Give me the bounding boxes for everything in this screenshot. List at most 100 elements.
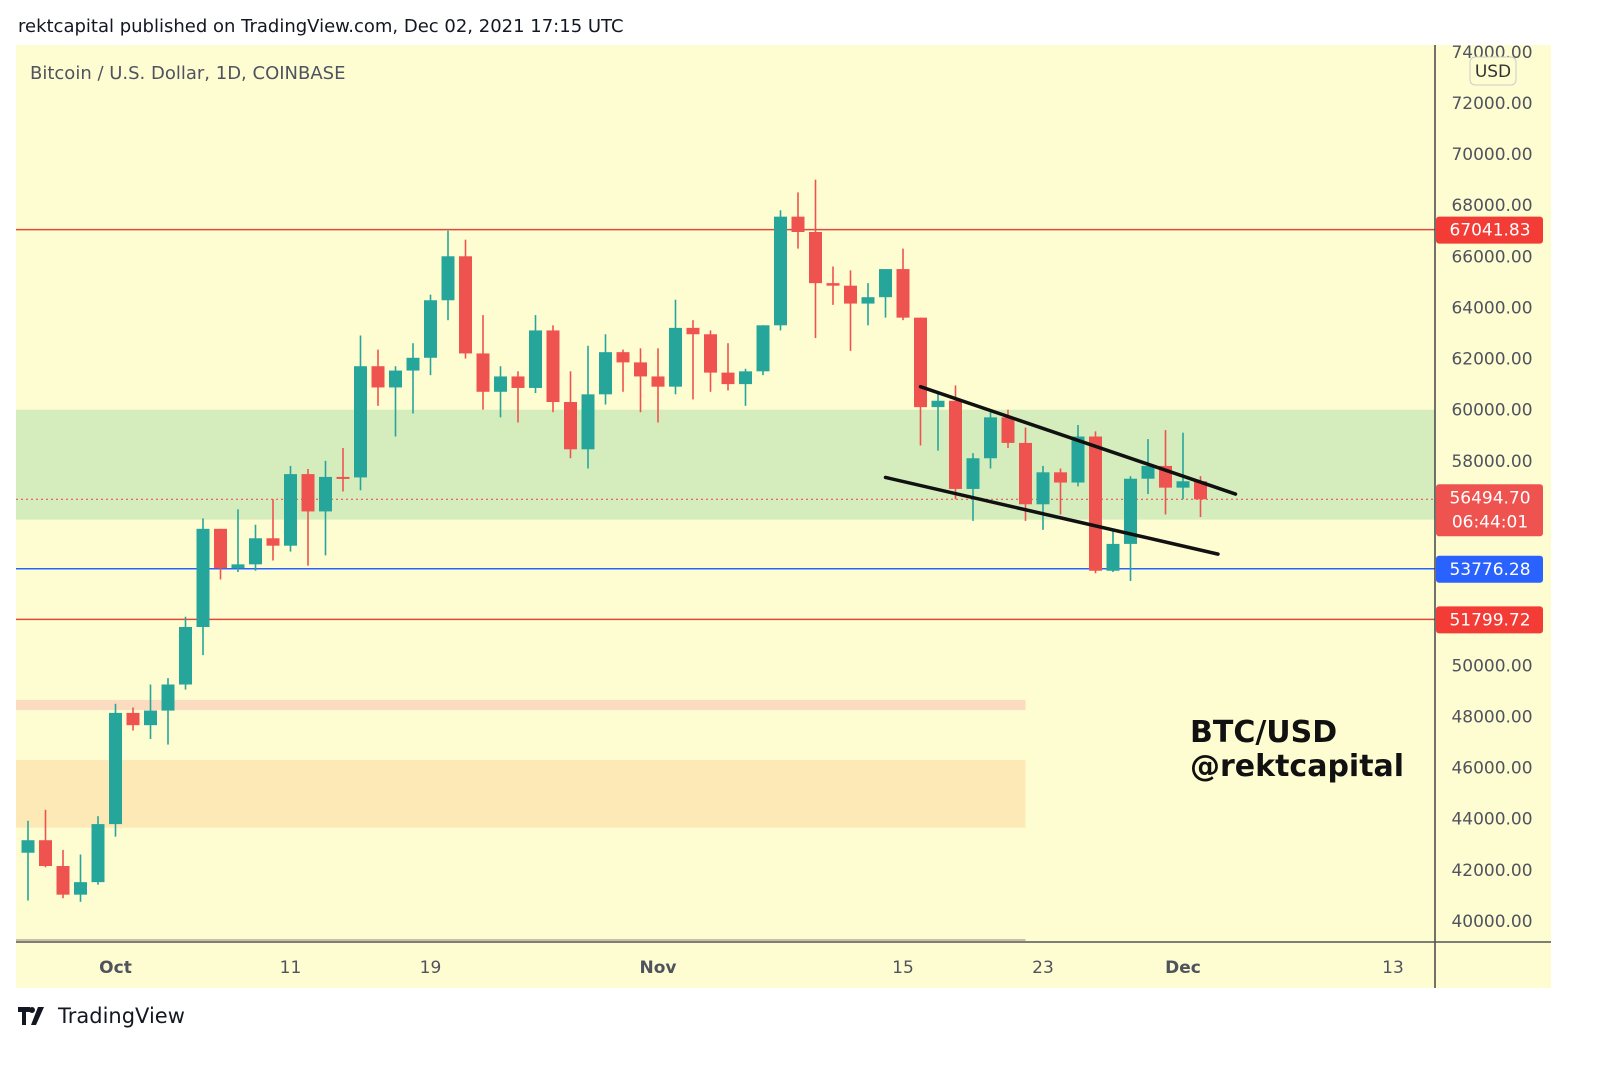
candle-body <box>179 626 192 685</box>
candle-body <box>791 216 805 232</box>
candle-body <box>494 376 507 392</box>
candle-body <box>56 866 70 895</box>
price-tick: 46000.00 <box>1451 759 1532 779</box>
candle-body <box>651 376 665 387</box>
zones <box>16 409 1435 941</box>
tradingview-logo-icon <box>18 1007 44 1025</box>
publish-header: rektcapital published on TradingView.com… <box>18 16 624 37</box>
candle-body <box>861 297 875 304</box>
price-tick: 70000.00 <box>1451 145 1532 165</box>
candle-body <box>599 352 612 395</box>
price-label-1-bg <box>1436 555 1543 583</box>
candle-body <box>1019 442 1032 505</box>
price-tick: 64000.00 <box>1451 298 1532 318</box>
price-label-1: 53776.28 <box>1449 560 1530 580</box>
candle-body <box>529 330 542 388</box>
candle-body <box>371 366 385 388</box>
candle-body <box>756 325 770 372</box>
candle-body <box>459 256 472 354</box>
price-label-0-bg <box>1436 216 1543 244</box>
candle-body <box>809 231 822 284</box>
horizontal-lines <box>16 228 1435 621</box>
candles <box>21 179 1207 902</box>
candle-body <box>249 538 262 565</box>
candle-body <box>511 376 525 388</box>
brand-name: TradingView <box>58 1004 185 1028</box>
price-tick: 48000.00 <box>1451 707 1532 727</box>
chart-title: Bitcoin / U.S. Dollar, 1D, COINBASE <box>30 63 345 84</box>
price-tick: 62000.00 <box>1451 350 1532 370</box>
candle-body <box>406 357 420 371</box>
candle-body <box>686 327 700 335</box>
trendline-1 <box>883 475 1220 556</box>
candle-body <box>74 882 87 895</box>
candle-body <box>984 417 997 459</box>
candle-body <box>266 538 280 546</box>
candle-body <box>581 394 595 450</box>
candle-body <box>196 528 210 627</box>
candle-body <box>704 334 717 373</box>
footer-brand[interactable]: TradingView <box>18 1004 185 1028</box>
candle-body <box>336 476 350 479</box>
candlestick-chart[interactable]: 74000.0072000.0070000.0068000.0066000.00… <box>0 0 1617 1000</box>
candle-body <box>1036 472 1050 505</box>
time-axis[interactable]: Oct 11 19 Nov 15 23 Dec 13 <box>99 958 1404 978</box>
candle-body <box>931 400 945 408</box>
last-price-label: 56494.70 <box>1449 488 1530 508</box>
candle-body <box>669 327 682 387</box>
candle-body <box>91 824 105 883</box>
price-tick: 44000.00 <box>1451 810 1532 830</box>
candle-body <box>634 362 647 377</box>
candle-body <box>721 372 735 385</box>
price-label-2: 51799.72 <box>1449 610 1530 630</box>
zone-2 <box>16 759 1026 828</box>
candle-body <box>879 269 892 298</box>
candle-body <box>319 476 332 512</box>
candle-body <box>1001 417 1015 443</box>
candle-body <box>844 285 857 304</box>
candle-body <box>896 269 910 318</box>
candle-body <box>476 353 490 392</box>
price-axis[interactable]: 74000.0072000.0070000.0068000.0066000.00… <box>1451 43 1532 932</box>
candle-body <box>546 330 560 403</box>
time-tick: Oct <box>99 958 132 978</box>
last-price-label: 06:44:01 <box>1452 512 1528 532</box>
candle-body <box>424 300 437 358</box>
candle-body <box>1071 436 1085 483</box>
candle-body <box>1176 481 1190 488</box>
price-label-2-bg <box>1436 606 1543 634</box>
price-tick: 40000.00 <box>1451 912 1532 932</box>
price-tick: 68000.00 <box>1451 196 1532 216</box>
candle-body <box>914 317 927 408</box>
price-tick: 50000.00 <box>1451 656 1532 676</box>
candle-body <box>161 684 175 711</box>
watermark-line-2: @rektcapital <box>1190 749 1404 784</box>
price-labels: 67041.83 53776.28 51799.72 56494.70 06:44:01 <box>1436 216 1543 634</box>
candle-body <box>126 712 140 726</box>
candle-body <box>109 712 122 825</box>
candle-body <box>1106 543 1120 571</box>
candle-body <box>301 474 315 512</box>
candle-body <box>1054 472 1067 483</box>
trendline-0 <box>918 384 1238 496</box>
candle-body <box>1141 465 1155 479</box>
candle-body <box>616 352 630 363</box>
candle-body <box>826 283 840 286</box>
candle-body <box>1089 436 1102 571</box>
price-label-0: 67041.83 <box>1449 221 1530 241</box>
price-tick: 58000.00 <box>1451 452 1532 472</box>
time-tick: 13 <box>1382 958 1404 978</box>
candle-body <box>144 710 157 726</box>
candle-body <box>564 402 577 450</box>
candle-body <box>214 528 227 569</box>
time-tick: 15 <box>892 958 914 978</box>
candle-body <box>231 564 245 569</box>
price-tick: 60000.00 <box>1451 401 1532 421</box>
candle-body <box>354 366 367 478</box>
candle-body <box>966 458 980 489</box>
time-tick: Nov <box>640 958 677 978</box>
candle-body <box>21 840 35 853</box>
currency-button[interactable]: USD <box>1469 56 1517 86</box>
time-tick: 23 <box>1032 958 1054 978</box>
candle-body <box>389 370 402 388</box>
